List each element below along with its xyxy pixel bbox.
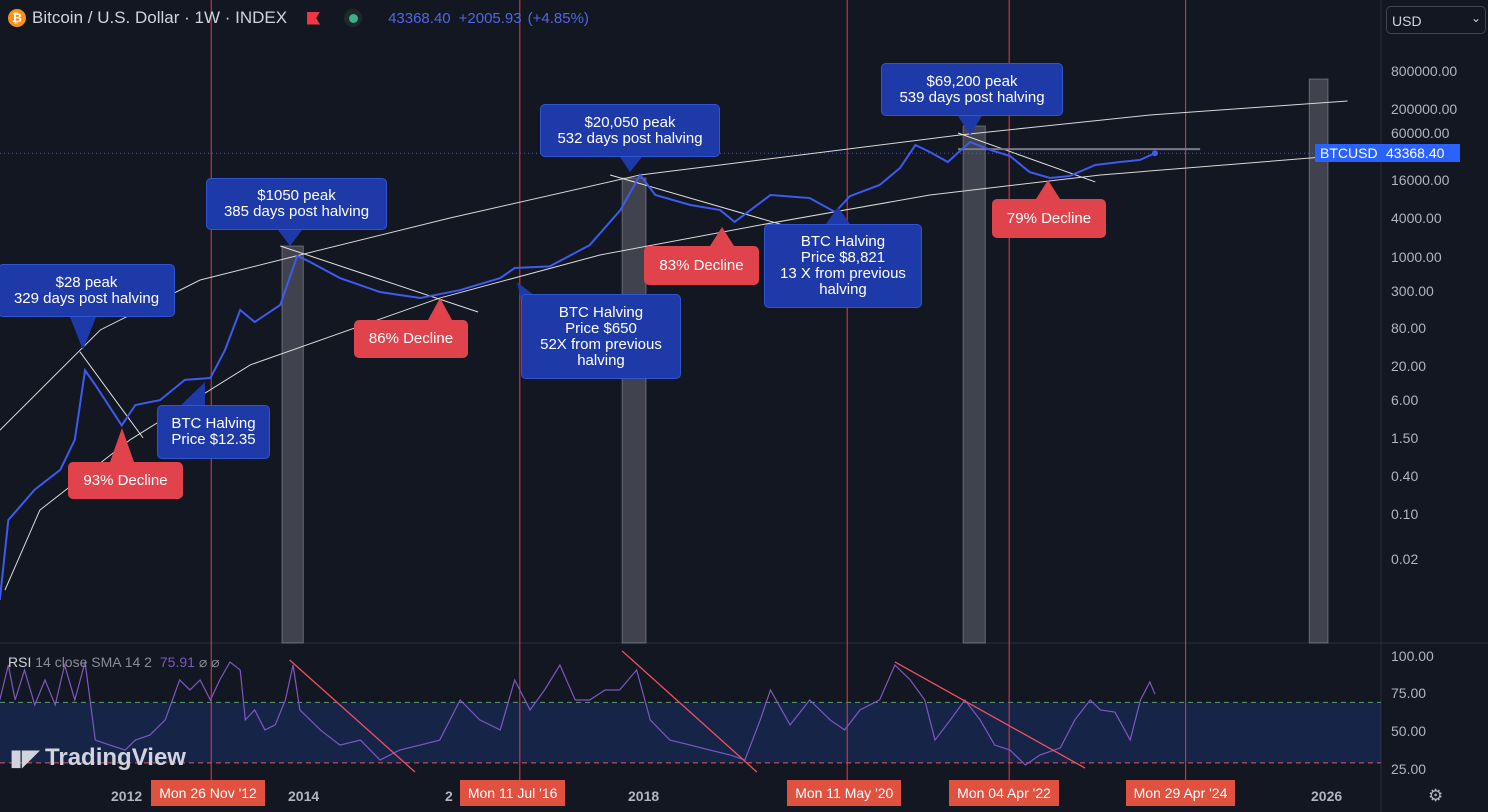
price-axis-label: 1000.00 bbox=[1391, 249, 1442, 265]
halving-date-label: Mon 11 Jul '16 bbox=[459, 780, 566, 806]
price-axis-label: 4000.00 bbox=[1391, 210, 1442, 226]
market-status-icon bbox=[344, 9, 363, 27]
decline-callout[interactable]: 86% Decline bbox=[354, 320, 468, 358]
peak-halving-callout[interactable]: BTC Halving Price $8,821 13 X from previ… bbox=[764, 224, 922, 308]
settings-gear-icon[interactable]: ⚙ bbox=[1428, 786, 1444, 805]
price-axis-label: 300.00 bbox=[1391, 283, 1434, 299]
peak-zone bbox=[281, 245, 304, 644]
price-change-pct: (+4.85%) bbox=[527, 9, 589, 27]
price-axis-label: 0.02 bbox=[1391, 551, 1419, 567]
callout-pointer bbox=[110, 428, 134, 462]
peak-halving-callout[interactable]: $28 peak 329 days post halving bbox=[0, 264, 175, 317]
tradingview-logo: ▮◤ TradingView bbox=[10, 744, 186, 772]
watermark-text: TradingView bbox=[45, 744, 186, 771]
last-price: 43368.40 bbox=[388, 9, 451, 27]
rsi-axis-label: 100.00 bbox=[1391, 648, 1434, 664]
flag-icon[interactable] bbox=[307, 11, 321, 25]
decline-trendline bbox=[610, 174, 801, 231]
chevron-down-icon: ⌄ bbox=[1470, 11, 1481, 25]
rsi-axis-label: 75.00 bbox=[1391, 685, 1427, 701]
peak-halving-callout[interactable]: $20,050 peak 532 days post halving bbox=[540, 104, 720, 157]
price-change: +2005.93 bbox=[458, 9, 522, 27]
time-axis-label: 2026 bbox=[1311, 788, 1343, 804]
halving-date-label: Mon 29 Apr '24 bbox=[1125, 780, 1236, 806]
rsi-axis-label: 50.00 bbox=[1391, 723, 1427, 739]
rsi-band bbox=[0, 702, 1381, 763]
rsi-axis-label: 25.00 bbox=[1391, 761, 1427, 777]
callout-pointer bbox=[958, 116, 982, 135]
rsi-params: 14 close SMA 14 2 bbox=[35, 654, 152, 670]
currency-select[interactable]: USD ⌄ bbox=[1386, 6, 1486, 34]
time-axis-label: 2014 bbox=[288, 788, 320, 804]
price-axis-label: 6.00 bbox=[1391, 392, 1419, 408]
rsi-value: 75.91 bbox=[159, 654, 195, 670]
halving-date-label: Mon 26 Nov '12 bbox=[151, 780, 265, 806]
callout-pointer bbox=[826, 207, 850, 224]
rsi-series-line bbox=[0, 661, 1156, 766]
price-axis-label: 80.00 bbox=[1391, 320, 1427, 336]
callout-pointer bbox=[70, 317, 96, 350]
rsi-values-icons: ⌀ ⌀ bbox=[198, 654, 220, 670]
price-axis-label: 20.00 bbox=[1391, 358, 1427, 374]
decline-trendline bbox=[79, 351, 144, 439]
peak-halving-callout[interactable]: BTC Halving Price $12.35 bbox=[157, 405, 270, 459]
price-axis-label: 200000.00 bbox=[1391, 101, 1458, 117]
decline-trendline bbox=[280, 245, 479, 313]
callout-pointer bbox=[180, 382, 205, 406]
time-axis-label: 2 bbox=[445, 788, 453, 804]
decline-callout[interactable]: 79% Decline bbox=[992, 199, 1106, 238]
price-series-line bbox=[0, 140, 1156, 600]
rsi-legend[interactable]: RSI 14 close SMA 14 2 75.91 ⌀ ⌀ bbox=[8, 654, 220, 671]
last-price-tag: 43368.40 bbox=[1381, 144, 1460, 162]
rsi-name: RSI bbox=[8, 654, 32, 670]
callout-pointer bbox=[278, 230, 302, 246]
halving-date-label: Mon 04 Apr '22 bbox=[949, 780, 1059, 806]
last-price-dot bbox=[1151, 150, 1158, 157]
callout-pointer bbox=[1036, 180, 1060, 199]
price-axis-label: 60000.00 bbox=[1391, 125, 1450, 141]
price-axis-label: 0.40 bbox=[1391, 468, 1419, 484]
symbol-price-tag: BTCUSD bbox=[1315, 144, 1383, 162]
rsi-trendline bbox=[894, 661, 1086, 769]
decline-callout[interactable]: 83% Decline bbox=[644, 246, 759, 285]
time-axis-label: 2012 bbox=[111, 788, 143, 804]
time-axis-label: 2018 bbox=[628, 788, 660, 804]
peak-zone bbox=[1308, 78, 1329, 644]
callout-pointer bbox=[710, 227, 734, 246]
peak-zone bbox=[962, 125, 986, 644]
callout-pointer bbox=[428, 298, 452, 320]
rsi-trendline bbox=[621, 650, 758, 773]
currency-value: USD bbox=[1392, 13, 1422, 29]
peak-zone bbox=[621, 177, 647, 644]
price-axis-label: 16000.00 bbox=[1391, 172, 1450, 188]
price-axis-label: 0.10 bbox=[1391, 506, 1419, 522]
callout-pointer bbox=[620, 157, 642, 172]
peak-halving-callout[interactable]: BTC Halving Price $650 52X from previous… bbox=[521, 294, 681, 379]
symbol-header: ₿ Bitcoin / U.S. Dollar · 1W · INDEX 433… bbox=[8, 8, 589, 28]
bitcoin-icon: ₿ bbox=[8, 9, 26, 27]
symbol-title[interactable]: Bitcoin / U.S. Dollar · 1W · INDEX bbox=[32, 8, 288, 27]
peak-halving-callout[interactable]: $1050 peak 385 days post halving bbox=[206, 178, 387, 230]
rsi-trendline bbox=[289, 659, 416, 773]
price-pane bbox=[0, 0, 1381, 643]
decline-callout[interactable]: 93% Decline bbox=[68, 462, 183, 499]
halving-date-label: Mon 11 May '20 bbox=[787, 780, 902, 806]
price-axis-label: 1.50 bbox=[1391, 430, 1419, 446]
price-axis-label: 800000.00 bbox=[1391, 63, 1458, 79]
peak-halving-callout[interactable]: $69,200 peak 539 days post halving bbox=[881, 63, 1063, 116]
tv-logo-icon: ▮◤ bbox=[10, 745, 40, 770]
